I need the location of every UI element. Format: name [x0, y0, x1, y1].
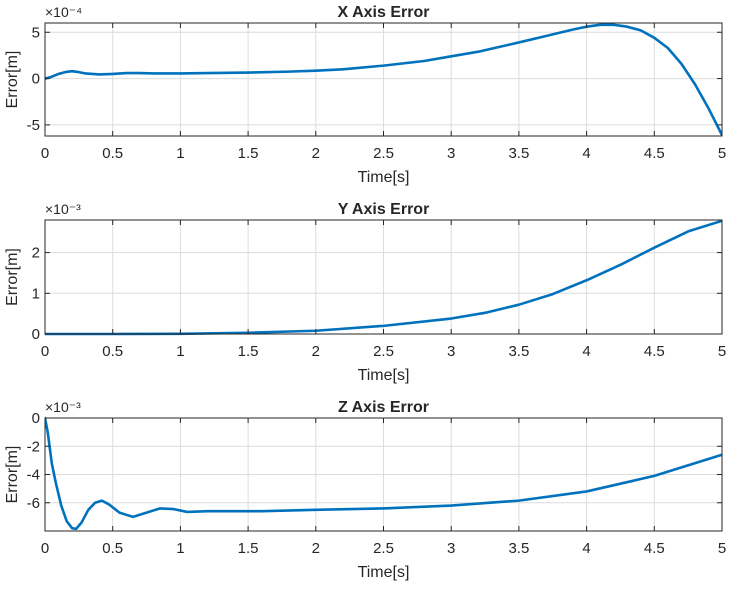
z-ytick-label-1: -4	[27, 467, 40, 484]
z-ytick-label-3: 0	[32, 410, 40, 427]
z-xtick-label-1: 0.5	[102, 540, 123, 557]
z-x-axis-label: Time[s]	[358, 564, 410, 581]
x-y-axis-label: Error[m]	[4, 51, 21, 109]
x-exponent-label: ×10⁻⁴	[45, 4, 82, 20]
y-xtick-label-5: 2.5	[373, 343, 394, 360]
y-error-line	[45, 219, 722, 336]
z-exponent-label: ×10⁻³	[45, 399, 81, 415]
x-xtick-label-0: 0	[41, 145, 49, 162]
x-x-axis-label: Time[s]	[358, 169, 410, 186]
x-panel-title: X Axis Error	[338, 4, 430, 21]
y-ytick-label-0: 0	[32, 326, 40, 343]
z-error-line	[45, 416, 722, 531]
z-xtick-label-9: 4.5	[644, 540, 665, 557]
y-xtick-label-0: 0	[41, 343, 49, 360]
x-error-line	[45, 23, 722, 137]
y-xtick-label-6: 3	[447, 343, 455, 360]
z-xtick-label-8: 4	[582, 540, 590, 557]
y-ytick-label-1: 1	[32, 285, 40, 302]
y-xtick-label-10: 5	[718, 343, 726, 360]
x-xtick-label-5: 2.5	[373, 145, 394, 162]
z-xtick-label-3: 1.5	[238, 540, 259, 557]
x-xtick-label-8: 4	[582, 145, 590, 162]
x-xtick-label-4: 2	[312, 145, 320, 162]
y-y-axis-label: Error[m]	[4, 248, 21, 306]
x-ytick-label-1: 0	[32, 71, 40, 88]
y-axis-error-panel: 0 0.5 1 1.5 2 2.5 3 3.5 4 4.5 5 0 1 2 Y Axis Error ×10⁻…	[4, 201, 726, 384]
y-xtick-label-1: 0.5	[102, 343, 123, 360]
z-axis-error-panel: 0 0.5 1 1.5 2 2.5 3 3.5 4 4.5 5 -6 -4 -2 0 Z Axis Error…	[4, 399, 726, 581]
x-xtick-label-7: 3.5	[508, 145, 529, 162]
y-xtick-label-7: 3.5	[508, 343, 529, 360]
z-ytick-label-0: -6	[27, 495, 40, 512]
z-xtick-label-10: 5	[718, 540, 726, 557]
x-xtick-label-2: 1	[176, 145, 184, 162]
y-xtick-label-2: 1	[176, 343, 184, 360]
x-xtick-label-9: 4.5	[644, 145, 665, 162]
z-xtick-label-6: 3	[447, 540, 455, 557]
x-xtick-label-1: 0.5	[102, 145, 123, 162]
z-xtick-label-4: 2	[312, 540, 320, 557]
z-ytick-label-2: -2	[27, 438, 40, 455]
z-xtick-label-0: 0	[41, 540, 49, 557]
x-ytick-label-2: 5	[32, 24, 40, 41]
y-xtick-label-9: 4.5	[644, 343, 665, 360]
y-xtick-label-3: 1.5	[238, 343, 259, 360]
z-panel-title: Z Axis Error	[338, 399, 429, 416]
y-ytick-label-2: 2	[32, 245, 40, 262]
z-xtick-label-7: 3.5	[508, 540, 529, 557]
x-xtick-label-10: 5	[718, 145, 726, 162]
y-panel-title: Y Axis Error	[338, 201, 430, 218]
z-xtick-label-5: 2.5	[373, 540, 394, 557]
x-xtick-label-3: 1.5	[238, 145, 259, 162]
y-xtick-label-4: 2	[312, 343, 320, 360]
z-xtick-label-2: 1	[176, 540, 184, 557]
z-y-axis-label: Error[m]	[4, 446, 21, 504]
x-xtick-label-6: 3	[447, 145, 455, 162]
x-ytick-label-0: -5	[27, 117, 40, 134]
y-exponent-label: ×10⁻³	[45, 201, 81, 217]
y-x-axis-label: Time[s]	[358, 367, 410, 384]
y-xtick-label-8: 4	[582, 343, 590, 360]
